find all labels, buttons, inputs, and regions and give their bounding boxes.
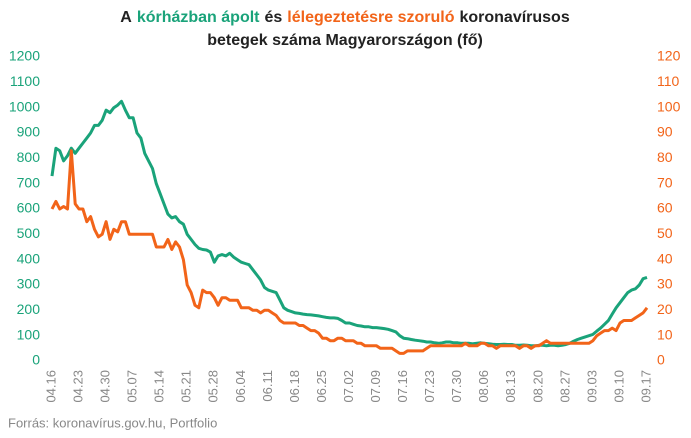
y2-tick-label: 110 [657,73,680,89]
title-part: kórházban ápolt [137,9,260,26]
x-tick-label: 09.10 [611,370,626,403]
x-tick-label: 04.16 [43,370,58,403]
x-tick-label: 07.16 [395,370,410,403]
y2-tick-label: 10 [657,326,673,342]
y2-tick-label: 0 [657,352,665,368]
y2-tick-label: 70 [657,174,673,190]
x-tick-label: 05.28 [206,370,221,403]
x-tick-label: 08.27 [557,370,572,403]
x-tick-label: 06.18 [287,370,302,403]
title-part: betegek száma Magyarországon (fő) [207,32,483,49]
x-tick-label: 05.21 [179,370,194,403]
x-tick-label: 06.11 [260,370,275,402]
y-tick-label: 1200 [9,48,40,64]
y2-tick-label: 50 [657,225,673,241]
y-tick-label: 500 [17,225,41,241]
y2-tick-label: 20 [657,301,673,317]
x-tick-label: 05.14 [152,370,167,403]
y2-tick-label: 60 [657,200,673,216]
y-tick-label: 300 [17,276,41,292]
y-tick-label: 200 [17,301,41,317]
x-tick-label: 09.17 [638,370,653,403]
y-tick-label: 400 [17,250,41,266]
x-tick-label: 08.20 [530,370,545,403]
x-tick-label: 08.13 [503,370,518,403]
y-tick-label: 1100 [10,73,40,89]
chart-title: betegek száma Magyarországon (fő) [207,32,483,49]
x-tick-label: 08.06 [476,370,491,403]
title-part: koronavírusos [459,9,569,26]
y-tick-label: 100 [17,326,41,342]
y-tick-label: 900 [17,124,41,140]
y-tick-label: 600 [17,200,41,216]
x-tick-label: 04.23 [70,370,85,403]
y2-tick-label: 80 [657,149,673,165]
title-part: és [265,9,283,26]
y-tick-label: 800 [17,149,41,165]
x-tick-label: 06.25 [314,370,329,403]
x-tick-label: 07.02 [341,370,356,403]
y-tick-label: 0 [32,352,40,368]
x-tick-label: 04.30 [98,370,113,403]
x-tick-label: 05.07 [125,370,140,403]
series-line [50,99,648,348]
x-tick-label: 07.23 [422,370,437,403]
title-part: lélegeztetésre szoruló [287,9,454,26]
y-tick-label: 700 [17,174,41,190]
x-tick-label: 07.30 [449,370,464,403]
y-tick-label: 1000 [9,98,40,114]
y2-tick-label: 120 [657,48,681,64]
source: Forrás: koronavírus.gov.hu, Portfolio [8,415,217,430]
y2-tick-label: 40 [657,250,673,266]
y2-tick-label: 30 [657,276,673,292]
x-tick-label: 07.09 [368,370,383,403]
x-tick-label: 09.03 [584,370,599,403]
title-part: A [120,9,132,26]
y2-tick-label: 100 [657,98,681,114]
series-line [50,149,649,355]
y2-tick-label: 90 [657,124,673,140]
x-tick-label: 06.04 [233,370,248,403]
